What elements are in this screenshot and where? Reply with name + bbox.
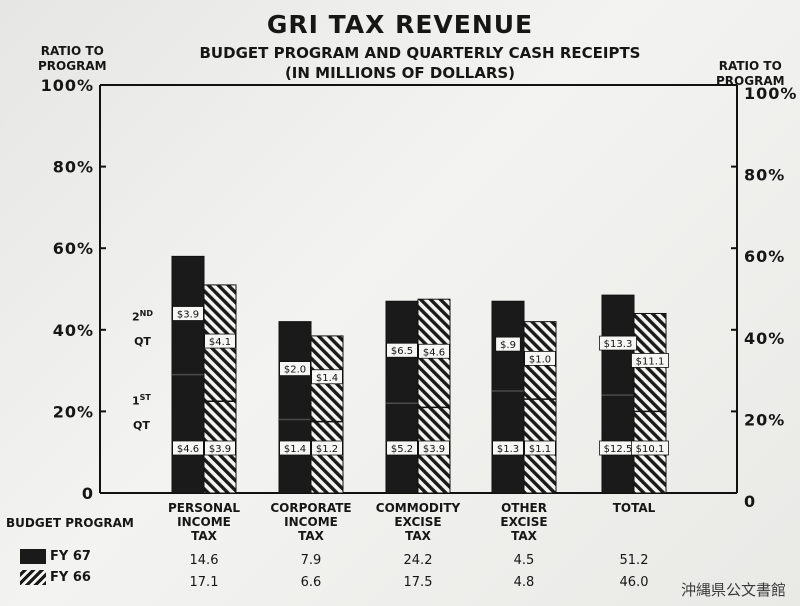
budget-value-fy66: 4.8	[513, 575, 535, 590]
left-tick-label: 60%	[53, 239, 94, 258]
budget-value-fy67: 51.2	[619, 553, 649, 568]
first-quarter-value-label: $1.3	[497, 444, 519, 455]
first-quarter-value-label-box	[279, 440, 311, 456]
chart-units: (IN MILLIONS OF DOLLARS)	[284, 64, 516, 82]
second-quarter-value-label: $1.4	[316, 373, 338, 384]
first-quarter-value-label: $4.6	[177, 444, 199, 455]
budget-value-fy66: 17.1	[189, 575, 219, 590]
first-quarter-value-label-box	[524, 440, 556, 456]
archive-watermark: 沖縄県公文書館	[680, 581, 786, 599]
y-axis-label-left: RATIO TO PROGRAM	[38, 44, 107, 73]
right-tick-label: 40%	[744, 329, 785, 348]
budget-value-fy66: 6.6	[300, 575, 322, 590]
second-quarter-value-label: $11.1	[636, 356, 665, 367]
bar-fy66	[203, 284, 237, 494]
right-tick-label: 80%	[744, 166, 785, 185]
chart-value-labels: $3.9 $4.6 $2.0 $1.4 $6.5 $5.2 $.9 $1.3 $13.3 $12.…	[172, 306, 669, 456]
second-quarter-value-label: $6.5	[391, 346, 413, 357]
chart-subtitle: BUDGET PROGRAM AND QUARTERLY CASH RECEIP…	[199, 44, 641, 62]
left-tick-label: 20%	[53, 402, 94, 421]
bar-fy66	[417, 298, 451, 494]
bar-fy66	[310, 335, 344, 494]
left-tick-label: 100%	[41, 76, 94, 95]
second-quarter-value-label-box	[631, 353, 669, 368]
second-quarter-value-label-box	[279, 361, 311, 377]
chart-bars	[171, 255, 667, 494]
second-quarter-value-label: $13.3	[604, 339, 633, 350]
bar-fy67	[601, 294, 635, 494]
budget-program-label: BUDGET PROGRAM	[6, 516, 134, 530]
second-quarter-value-label-box	[311, 369, 343, 385]
second-quarter-value-label: $3.9	[177, 310, 199, 321]
bar-fy66	[633, 312, 667, 494]
category-label: CORPORATE INCOME TAX	[270, 501, 352, 543]
first-quarter-value-label: $3.9	[423, 444, 445, 455]
first-quarter-value-label-box	[418, 440, 450, 456]
category-label: OTHER EXCISE TAX	[500, 501, 548, 543]
first-quarter-value-label-box	[204, 440, 236, 456]
second-quarter-value-label-box	[599, 335, 637, 351]
category-label: COMMODITY EXCISE TAX	[375, 501, 461, 543]
first-quarter-value-label: $12.5	[604, 444, 633, 455]
bar-fy66	[523, 321, 557, 494]
category-label: TOTAL	[612, 501, 656, 515]
second-quarter-label: 2ND QT	[132, 309, 153, 348]
budget-value-fy66: 46.0	[619, 575, 649, 590]
second-quarter-value-label: $.9	[500, 340, 516, 351]
second-quarter-value-label-box	[524, 350, 556, 366]
budget-value-fy66: 17.5	[403, 575, 433, 590]
bar-fy67	[278, 321, 312, 494]
left-tick-label: 0	[82, 484, 94, 503]
legend-label-fy66: FY 66	[50, 570, 91, 585]
bar-fy67	[491, 300, 525, 494]
legend-label-fy67: FY 67	[50, 549, 91, 564]
legend-swatch-fy67	[20, 549, 46, 564]
first-quarter-value-label: $1.1	[529, 444, 551, 455]
second-quarter-value-label-box	[418, 343, 450, 359]
first-quarter-value-label: $5.2	[391, 444, 413, 455]
second-quarter-value-label-box	[386, 342, 418, 358]
second-quarter-value-label: $4.6	[423, 347, 445, 358]
first-quarter-value-label: $3.9	[209, 444, 231, 455]
first-quarter-value-label-box	[492, 440, 524, 456]
budget-value-fy67: 24.2	[403, 553, 433, 568]
left-tick-label: 80%	[53, 158, 94, 177]
first-quarter-value-label: $1.4	[284, 444, 306, 455]
second-quarter-value-label: $2.0	[284, 365, 306, 376]
chart-title: GRI TAX REVENUE	[266, 10, 534, 39]
first-quarter-value-label-box	[311, 440, 343, 456]
right-tick-label: 0	[744, 492, 756, 511]
right-tick-label: 60%	[744, 247, 785, 266]
second-quarter-value-label-box	[495, 336, 521, 352]
first-quarter-value-label-box	[386, 440, 418, 456]
first-quarter-value-label-box	[631, 440, 669, 456]
budget-value-fy67: 7.9	[300, 553, 322, 568]
budget-value-fy67: 4.5	[513, 553, 535, 568]
legend-swatch-fy66	[20, 570, 46, 585]
second-quarter-value-label: $4.1	[209, 337, 231, 348]
first-quarter-value-label: $1.2	[316, 444, 338, 455]
right-tick-label: 20%	[744, 410, 785, 429]
first-quarter-value-label-box	[172, 440, 204, 456]
first-quarter-label: 1ST QT	[132, 393, 151, 432]
second-quarter-value-label-box	[172, 306, 204, 321]
left-tick-label: 40%	[53, 321, 94, 340]
second-quarter-value-label-box	[204, 333, 236, 349]
chart-axes: 100% 100% 80% 80% 60% 60% 40% 40% 20% 20% 0 0	[41, 76, 797, 511]
right-tick-label: 100%	[744, 84, 797, 103]
second-quarter-value-label: $1.0	[529, 354, 551, 365]
bar-fy67	[385, 300, 419, 494]
budget-value-fy67: 14.6	[189, 553, 219, 568]
first-quarter-value-label: $10.1	[636, 444, 665, 455]
category-label: PERSONAL INCOME TAX	[167, 501, 241, 543]
